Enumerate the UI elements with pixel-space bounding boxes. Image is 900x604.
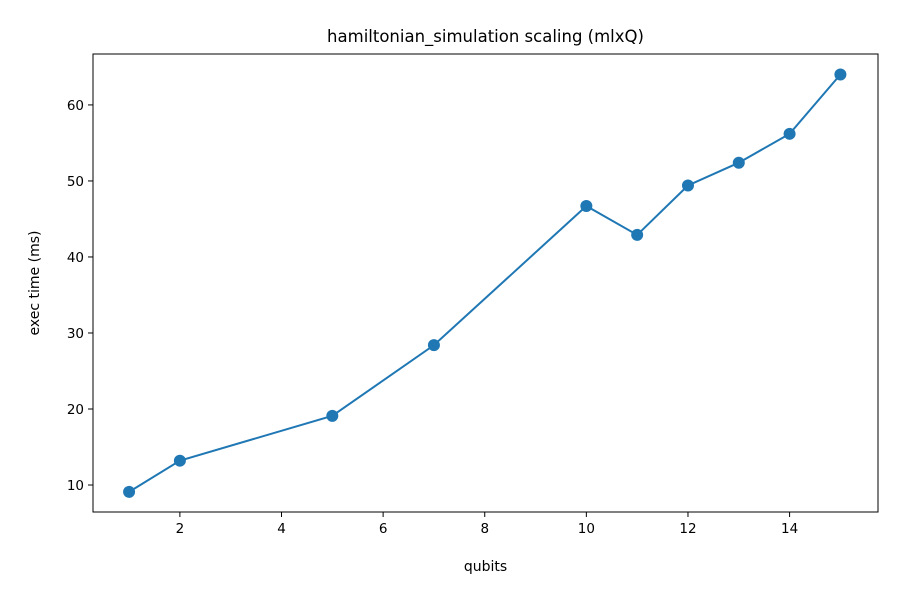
x-axis-label: qubits	[464, 559, 507, 575]
data-point	[631, 228, 644, 241]
x-tick-label: 2	[176, 521, 185, 537]
y-axis-label: exec time (ms)	[27, 231, 43, 336]
x-tick-label: 6	[379, 521, 388, 537]
data-point	[681, 179, 694, 192]
data-point	[580, 200, 593, 213]
y-tick-label: 60	[67, 98, 84, 114]
y-tick-label: 50	[67, 174, 84, 190]
y-tick-label: 10	[67, 478, 84, 494]
y-axis: 10 20 30 40 50 60	[67, 98, 93, 494]
data-point	[173, 454, 186, 467]
x-tick-label: 8	[480, 521, 489, 537]
x-axis: 2 4 6 8 10 12 14	[176, 512, 798, 537]
x-tick-label: 4	[277, 521, 286, 537]
x-tick-label: 10	[578, 521, 595, 537]
series-line	[128, 73, 842, 493]
data-point	[427, 339, 440, 352]
data-point	[783, 127, 796, 140]
data-point	[326, 409, 339, 422]
y-tick-label: 30	[67, 326, 84, 342]
x-tick-label: 12	[679, 521, 696, 537]
y-tick-label: 20	[67, 402, 84, 418]
y-tick-label: 40	[67, 250, 84, 266]
chart-title: hamiltonian_simulation scaling (mlxQ)	[327, 27, 644, 47]
plot-area-frame	[92, 53, 879, 513]
data-point	[123, 485, 136, 498]
series-mlxQ	[123, 68, 847, 498]
data-point	[732, 156, 745, 169]
x-tick-label: 14	[781, 521, 798, 537]
data-point	[834, 68, 847, 81]
